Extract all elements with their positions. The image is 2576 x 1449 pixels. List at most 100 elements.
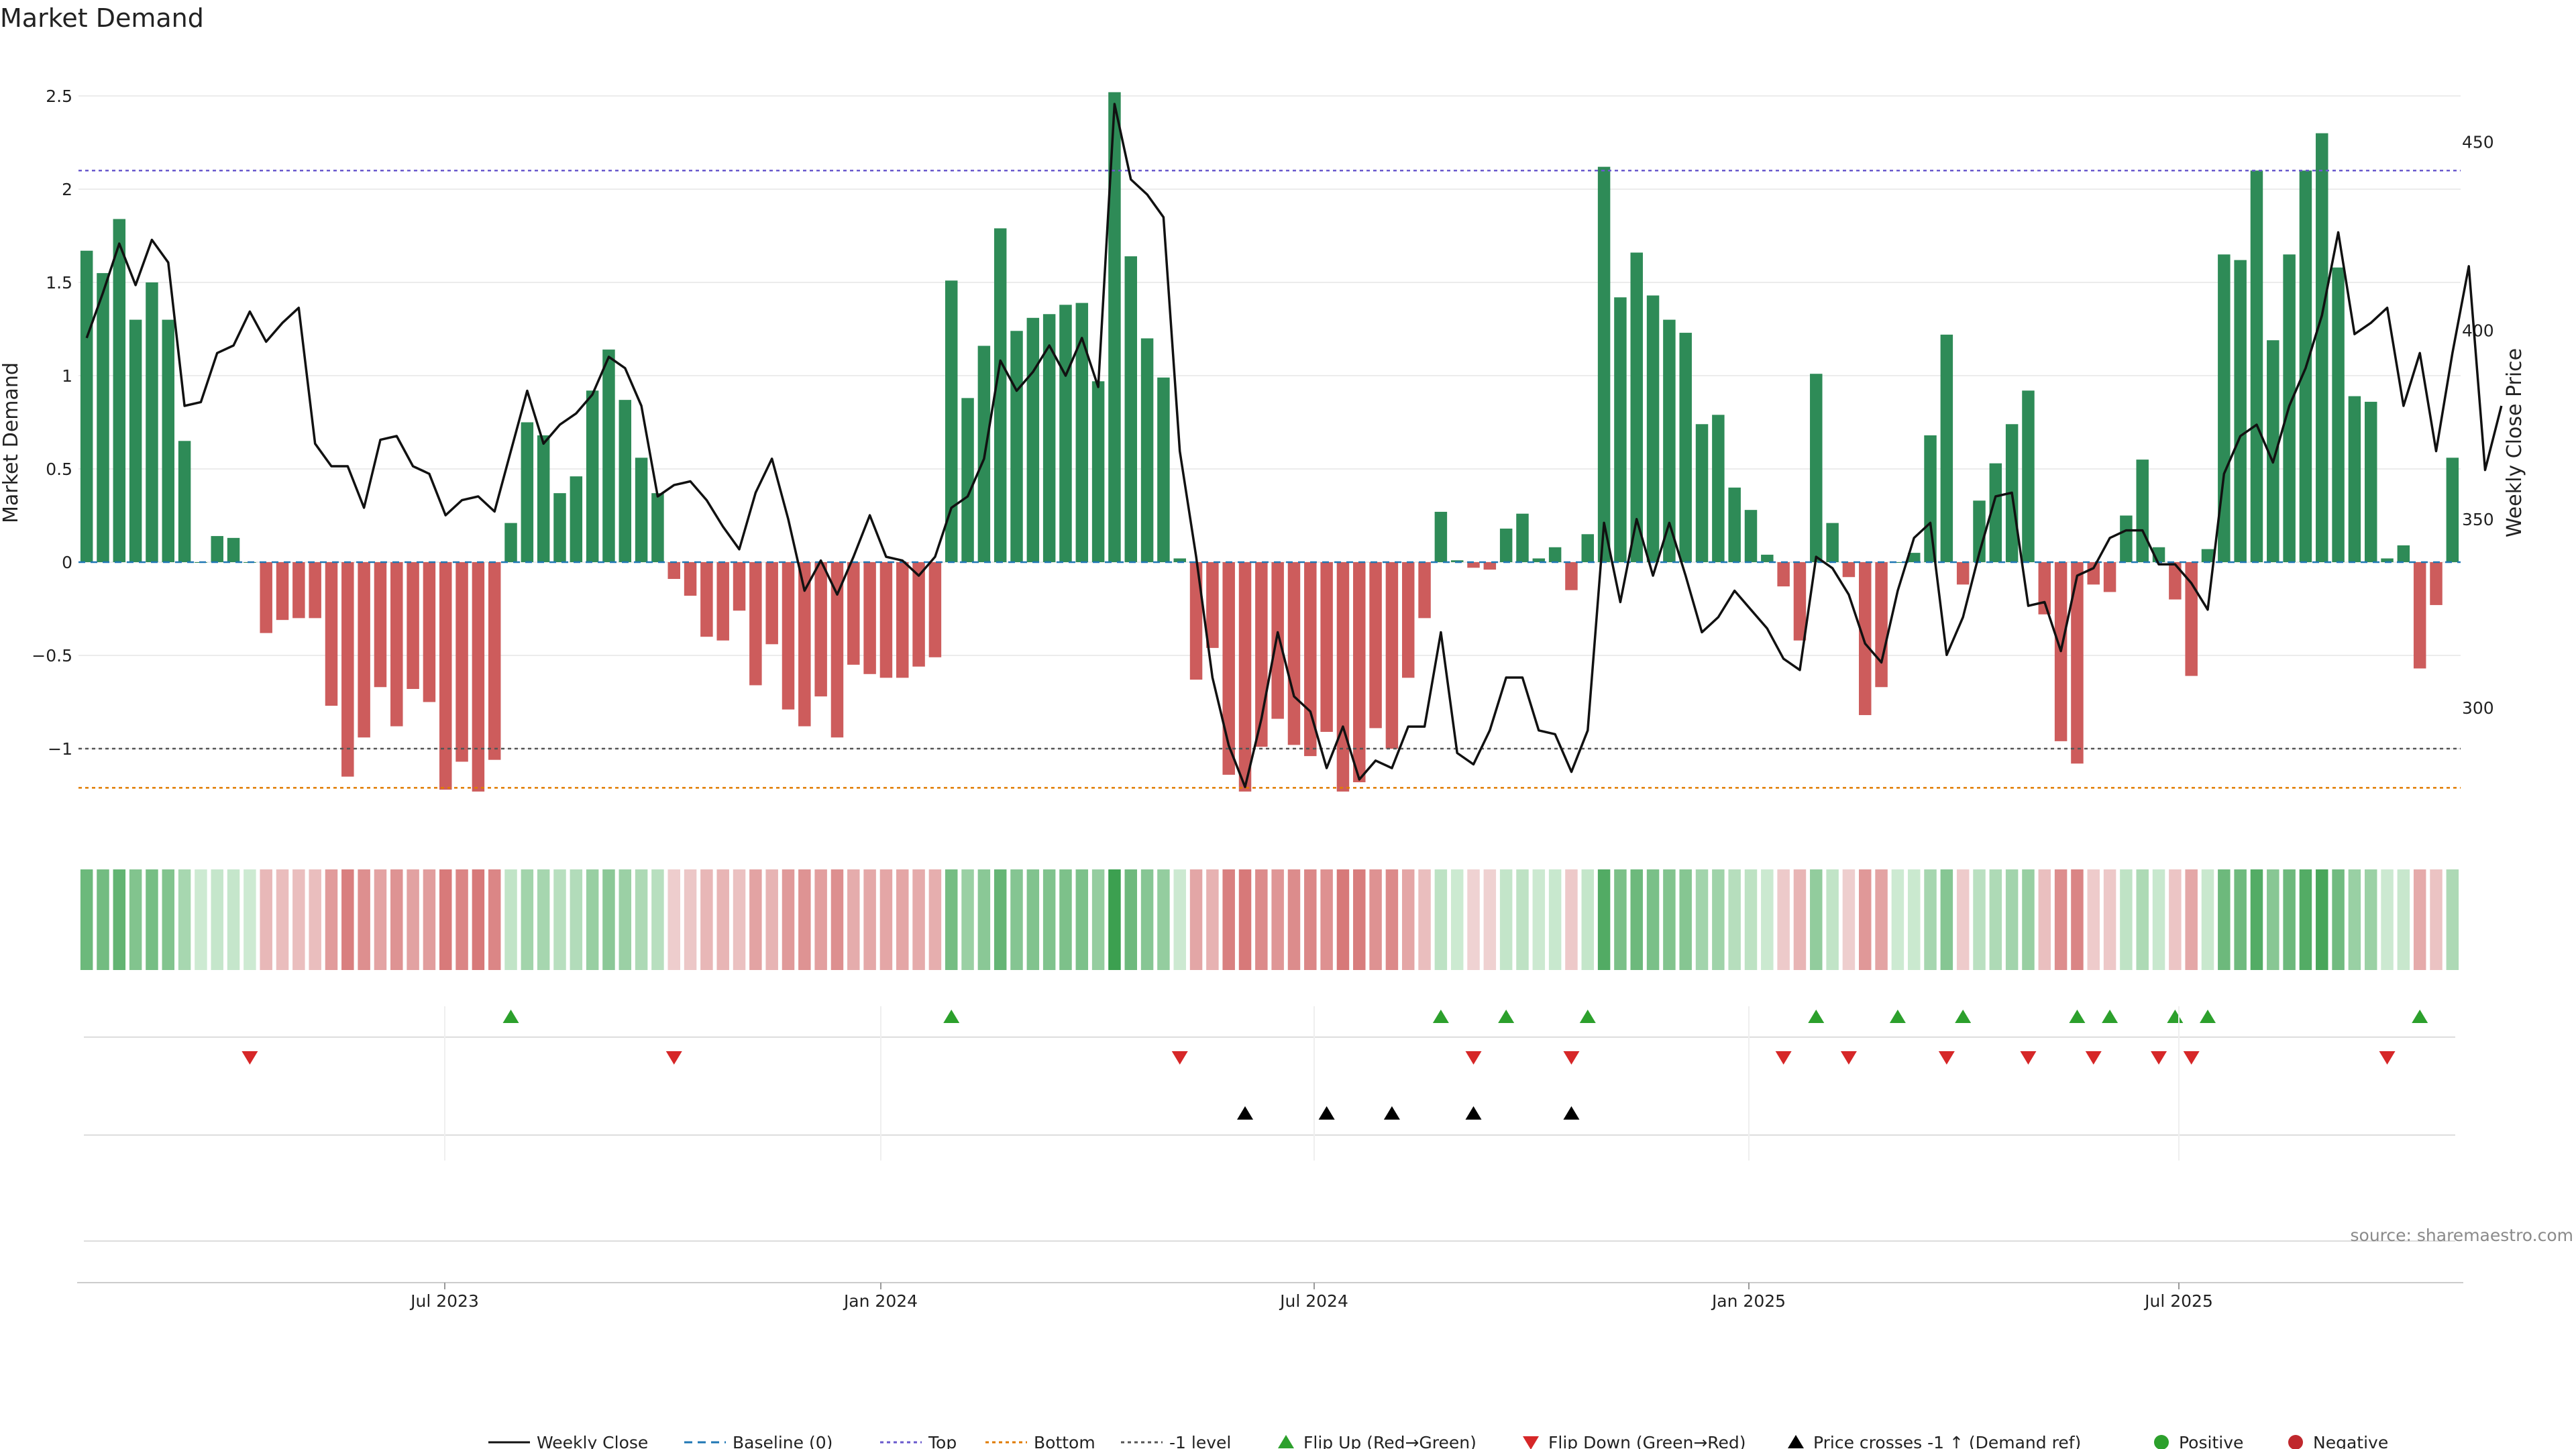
heat-cell	[814, 869, 827, 970]
heat-cell	[1320, 869, 1333, 970]
heat-cell	[439, 869, 452, 970]
heat-cell	[390, 869, 403, 970]
heat-cell	[244, 869, 256, 970]
legend-item: Top	[880, 1433, 957, 1449]
demand-bar	[2201, 549, 2214, 562]
heat-cell	[635, 869, 648, 970]
legend-label: Bottom	[1034, 1433, 1095, 1449]
demand-bar	[2397, 545, 2410, 562]
demand-bar	[928, 562, 942, 657]
demand-bar	[390, 562, 403, 727]
heat-cell	[863, 869, 876, 970]
heat-cell	[1679, 869, 1692, 970]
heat-cell	[1385, 869, 1399, 970]
demand-bar	[2103, 562, 2116, 592]
heat-cell	[1907, 869, 1921, 970]
heat-cell	[928, 869, 942, 970]
heat-cell	[1712, 869, 1725, 970]
y-tick-label: −1	[48, 739, 72, 759]
demand-bar	[2381, 558, 2394, 562]
heat-cell	[1597, 869, 1611, 970]
heat-cell	[2348, 869, 2361, 970]
heat-cell	[162, 869, 175, 970]
demand-bar	[1238, 562, 1252, 792]
heat-cell	[504, 869, 517, 970]
demand-bar	[667, 562, 680, 580]
demand-bar	[1956, 562, 1970, 585]
legend-item: Flip Up (Red→Green)	[1278, 1433, 1477, 1449]
y-tick-label: 2.5	[46, 87, 72, 106]
demand-bar	[1369, 562, 1382, 729]
heat-cell	[2103, 869, 2116, 970]
price-cross-marker	[1318, 1106, 1335, 1120]
demand-bar	[488, 562, 501, 760]
heat-cell	[994, 869, 1007, 970]
heat-cell	[570, 869, 583, 970]
demand-bar	[341, 562, 354, 777]
demand-bar	[1434, 511, 1448, 562]
demand-bar	[1891, 562, 1904, 563]
heat-cell	[2071, 869, 2084, 970]
heat-cell	[1336, 869, 1350, 970]
demand-bar	[1646, 295, 1660, 562]
heat-cell	[2381, 869, 2394, 970]
heat-cell	[1826, 869, 1839, 970]
y-tick-label: −0.5	[32, 646, 72, 665]
heat-cell	[2038, 869, 2051, 970]
flip-up-marker	[1808, 1010, 1825, 1023]
heat-cell	[2332, 869, 2345, 970]
price-cross-marker	[1465, 1106, 1482, 1120]
heat-cell	[2185, 869, 2198, 970]
heat-cell	[2087, 869, 2100, 970]
demand-bar	[716, 562, 729, 641]
demand-bar	[879, 562, 893, 678]
demand-bar	[1565, 562, 1578, 590]
demand-bar	[1336, 562, 1350, 792]
demand-bar	[2413, 562, 2426, 669]
legend-item: Positive	[2154, 1433, 2243, 1449]
legend-swatch	[2288, 1435, 2303, 1449]
demand-bar	[1581, 534, 1595, 562]
heat-cell	[651, 869, 664, 970]
heat-cell	[1581, 869, 1595, 970]
heat-cell	[1940, 869, 1953, 970]
flip-up-marker	[1498, 1010, 1515, 1023]
heat-cell	[2267, 869, 2279, 970]
demand-bar	[2169, 562, 2182, 600]
demand-bar	[863, 562, 876, 674]
heat-cell	[1304, 869, 1317, 970]
demand-bar	[2136, 460, 2149, 562]
demand-bar	[1728, 487, 1741, 562]
heat-cell	[1010, 869, 1023, 970]
demand-bar	[912, 562, 925, 667]
demand-bar	[407, 562, 419, 690]
demand-bar	[1271, 562, 1284, 719]
heat-cell	[1206, 869, 1219, 970]
price-cross-marker	[1237, 1106, 1254, 1120]
heat-cell	[1875, 869, 1888, 970]
heat-cell	[211, 869, 223, 970]
heat-cell	[1255, 869, 1268, 970]
heat-cell	[1173, 869, 1186, 970]
demand-bar	[1499, 528, 1513, 562]
y2-axis-ticks: 450 400 350 300	[2462, 132, 2494, 718]
demand-bar	[1516, 513, 1529, 562]
flip-down-marker	[241, 1051, 258, 1065]
demand-bars	[80, 92, 2459, 792]
heat-cell	[2136, 869, 2149, 970]
heat-cell	[2022, 869, 2035, 970]
demand-bar	[1679, 333, 1692, 562]
heat-cell	[1548, 869, 1562, 970]
heat-cell	[1532, 869, 1546, 970]
flip-up-marker	[502, 1010, 519, 1023]
demand-bar	[2364, 401, 2377, 562]
legend-item: Weekly Close	[488, 1433, 648, 1449]
heat-cell	[602, 869, 615, 970]
demand-bar	[2038, 562, 2051, 614]
heat-cell	[309, 869, 321, 970]
demand-bar	[1042, 314, 1056, 562]
demand-bar	[553, 493, 566, 562]
flip-down-marker	[1563, 1051, 1580, 1065]
demand-bar	[2250, 170, 2263, 562]
y-axis-label: Market Demand	[0, 362, 23, 523]
